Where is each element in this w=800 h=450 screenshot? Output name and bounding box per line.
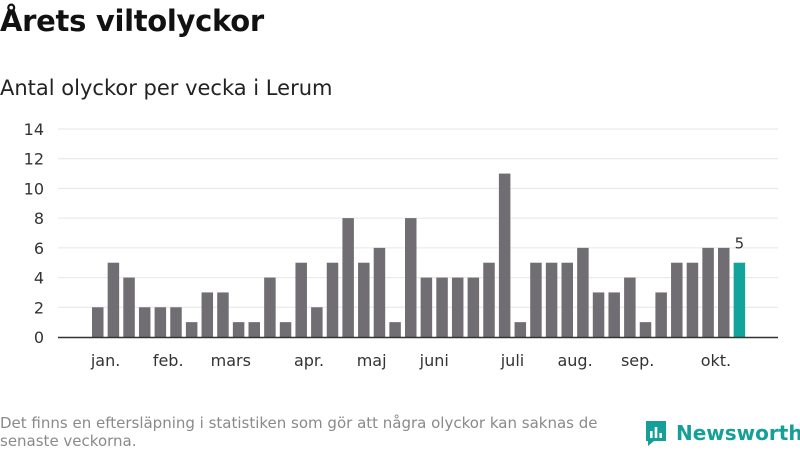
bar xyxy=(639,322,652,337)
x-tick-label: juli xyxy=(500,351,524,370)
bar xyxy=(718,247,730,337)
bar xyxy=(295,262,307,337)
x-tick-label: sep. xyxy=(621,351,654,370)
x-tick-label: feb. xyxy=(153,351,184,370)
chart-subtitle: Antal olyckor per vecka i Lerum xyxy=(0,76,333,100)
bar xyxy=(608,292,620,337)
bar xyxy=(264,277,276,337)
x-tick-label: okt. xyxy=(701,351,731,370)
bar xyxy=(232,322,245,337)
bar xyxy=(389,322,401,337)
bar xyxy=(420,277,433,337)
x-tick-label: maj xyxy=(357,351,387,370)
data-label: 5 xyxy=(735,235,745,253)
bar xyxy=(107,262,120,337)
bar-highlight xyxy=(733,262,746,337)
bar xyxy=(342,218,354,337)
bar xyxy=(373,247,386,337)
y-tick-label: 14 xyxy=(24,120,44,139)
bar xyxy=(451,277,464,337)
x-tick-label: aug. xyxy=(557,351,592,370)
x-tick-label: juni xyxy=(419,351,449,370)
bar xyxy=(514,322,527,337)
bar xyxy=(561,262,573,337)
brand-name: Newsworthy xyxy=(676,421,800,445)
bar xyxy=(138,307,151,337)
bar xyxy=(279,322,292,337)
bar xyxy=(201,292,214,337)
bar xyxy=(655,292,667,337)
bar xyxy=(358,262,370,337)
bar-chart: 0 2 4 6 8 10 12 14 5 jan. feb. mars apr. maj juni juli a… xyxy=(24,120,778,370)
chart-title: Årets viltolyckor xyxy=(0,4,264,38)
bar xyxy=(592,292,605,337)
bar xyxy=(436,277,448,337)
bar xyxy=(311,307,323,337)
y-tick-label: 0 xyxy=(34,328,44,347)
footnote: Det finns en eftersläpning i statistiken… xyxy=(0,414,598,450)
bar xyxy=(170,307,182,337)
y-tick-label: 8 xyxy=(34,209,44,228)
y-tick-label: 12 xyxy=(24,150,44,169)
bar xyxy=(248,322,260,337)
y-tick-label: 10 xyxy=(24,179,44,198)
bar xyxy=(498,173,511,337)
y-tick-label: 2 xyxy=(34,298,44,317)
bar xyxy=(671,262,683,337)
bar xyxy=(545,262,558,337)
bar xyxy=(154,307,167,337)
bar xyxy=(702,247,714,337)
bar xyxy=(483,262,495,337)
bar xyxy=(123,277,135,337)
bar xyxy=(405,218,417,337)
bar xyxy=(326,262,339,337)
x-tick-label: apr. xyxy=(294,351,324,370)
bar xyxy=(217,292,229,337)
x-tick-label: mars xyxy=(211,351,251,370)
x-tick-label: jan. xyxy=(90,351,120,370)
brand-logo: Newsworthy xyxy=(644,419,800,447)
newsworthy-logo-icon xyxy=(646,421,666,446)
bar xyxy=(624,277,636,337)
bar xyxy=(467,277,480,337)
y-tick-label: 6 xyxy=(34,239,44,258)
bar xyxy=(92,307,104,337)
y-tick-label: 4 xyxy=(34,269,44,288)
bar xyxy=(185,322,198,337)
bar xyxy=(577,247,589,337)
bar xyxy=(530,262,542,337)
bar xyxy=(686,262,699,337)
